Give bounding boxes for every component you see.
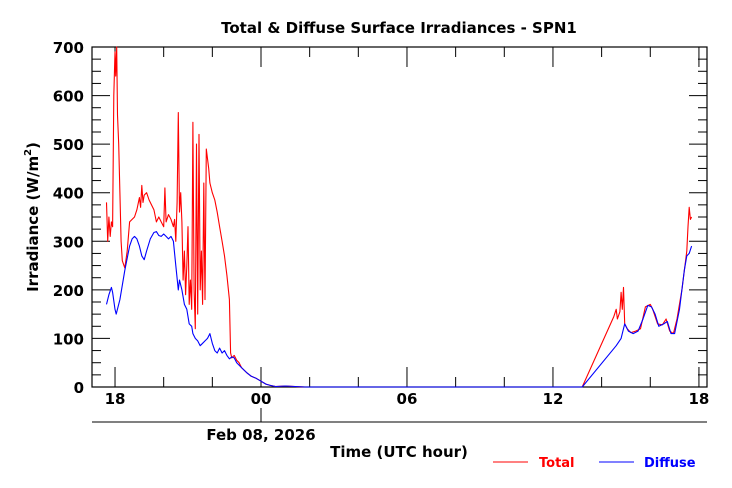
y-axis-label-text: Irradiance (W/m: [24, 156, 42, 292]
y-axis-label-superscript: 2: [23, 149, 34, 156]
svg-text:Irradiance (W/m2): Irradiance (W/m2): [23, 142, 42, 292]
legend-label-total: Total: [539, 456, 575, 471]
x-tick-label: 18: [105, 390, 126, 408]
series-layer: [105, 46, 693, 388]
x-tick-label: 06: [397, 390, 418, 408]
x-tick-label: 12: [543, 390, 564, 408]
x-axis-label: Time (UTC hour): [330, 443, 468, 461]
y-axis-label: Irradiance (W/m2): [23, 142, 42, 292]
y-tick-label: 700: [53, 39, 84, 57]
y-tick-label: 100: [53, 330, 84, 348]
legend-item-total: Total: [493, 456, 575, 471]
chart-title: Total & Diffuse Surface Irradiances - SP…: [221, 19, 577, 37]
series-line-diffuse: [105, 231, 693, 388]
x-tick-label: 18: [689, 390, 710, 408]
legend-label-diffuse: Diffuse: [644, 456, 696, 471]
y-axis-label-suffix: ): [24, 142, 42, 149]
y-tick-label: 0: [74, 379, 84, 397]
y-tick-label: 300: [53, 233, 84, 251]
legend-item-diffuse: Diffuse: [599, 456, 696, 471]
y-axis: 0 100 200 300 400 500 600 700: [53, 39, 707, 397]
plot-frame: [91, 46, 708, 388]
y-tick-label: 500: [53, 136, 84, 154]
legend: Total Diffuse: [493, 456, 696, 471]
series-line-total: [105, 46, 693, 388]
x-axis: 18 00 06 12 18: [105, 47, 710, 408]
y-tick-label: 200: [53, 282, 84, 300]
y-tick-label: 400: [53, 185, 84, 203]
x-tick-label: 00: [251, 390, 272, 408]
date-axis: Feb 08, 2026: [92, 408, 707, 444]
y-tick-label: 600: [53, 88, 84, 106]
date-label: Feb 08, 2026: [206, 426, 315, 444]
